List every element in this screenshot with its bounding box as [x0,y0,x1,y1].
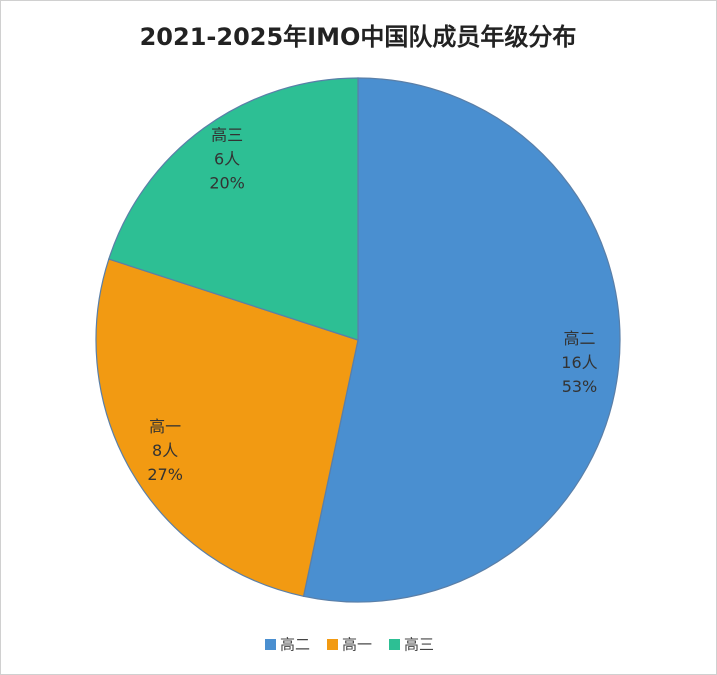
pie-slice [302,77,621,603]
legend-label: 高二 [280,636,310,654]
legend-swatch [389,639,400,650]
slice-value: 8人 [152,441,178,460]
slice-category: 高一 [149,417,181,436]
pie-slice [108,77,359,341]
legend-label: 高一 [342,636,372,654]
slice-percentage: 53% [562,377,598,396]
legend-swatch [327,639,338,650]
slice-category: 高二 [563,329,595,348]
slice-value: 6人 [214,149,240,168]
legend: 高二 高一 高三 [265,636,434,654]
slice-category: 高三 [211,125,243,144]
slice-labels: 高二 16人 53% 高一 8人 27% 高三 6人 20% [147,125,597,484]
slice-percentage: 27% [147,465,183,484]
pie-slice [95,258,359,597]
legend-swatch [265,639,276,650]
slice-value: 16人 [561,353,597,372]
legend-label: 高三 [404,636,434,654]
chart-title: 2021-2025年IMO中国队成员年级分布 [140,23,577,51]
slice-percentage: 20% [209,173,245,192]
pie [95,77,621,603]
